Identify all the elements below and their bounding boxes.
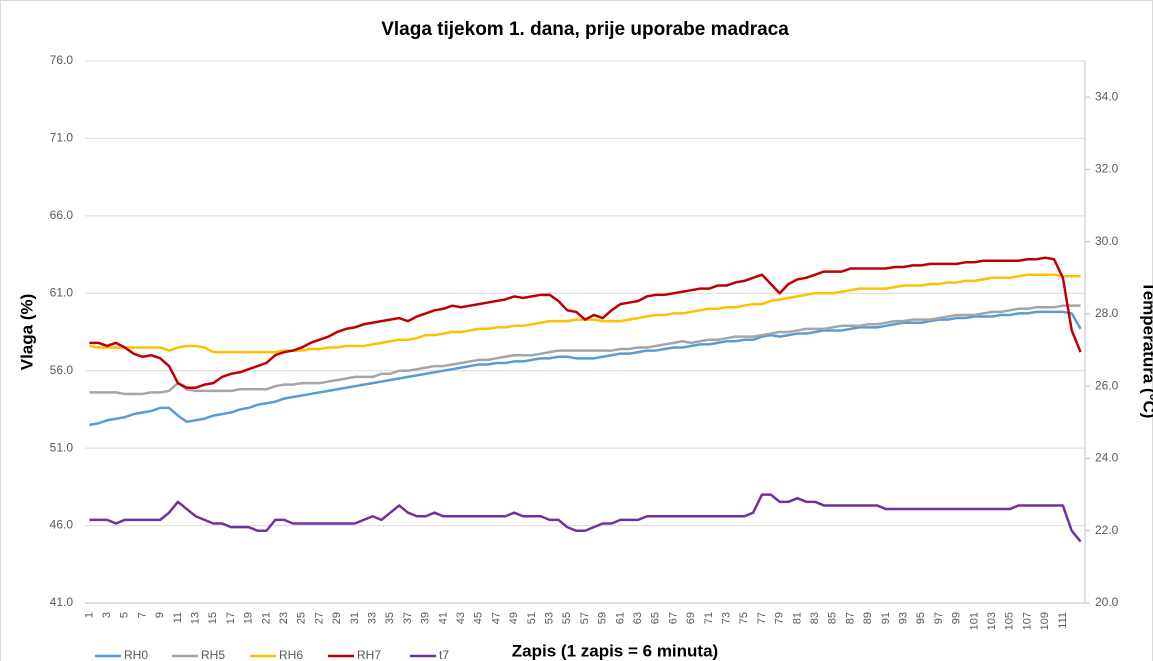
- x-tick-label: 5: [119, 612, 131, 618]
- x-tick-label: 41: [437, 612, 449, 624]
- y2-tick-label: 20.0: [1095, 595, 1119, 609]
- x-tick-label: 89: [862, 612, 874, 624]
- x-tick-label: 55: [561, 612, 573, 624]
- y2-tick-label: 30.0: [1095, 234, 1119, 248]
- y-tick-label: 66.0: [50, 208, 74, 222]
- legend-label: RH7: [357, 648, 381, 661]
- x-tick-label: 1: [83, 612, 95, 618]
- y-tick-label: 71.0: [50, 131, 74, 145]
- x-tick-label: 29: [331, 612, 343, 624]
- x-tick-label: 53: [544, 612, 556, 624]
- x-tick-label: 83: [809, 612, 821, 624]
- x-tick-label: 109: [1039, 612, 1051, 630]
- x-tick-label: 99: [951, 612, 963, 624]
- x-tick-label: 11: [172, 612, 184, 623]
- x-tick-label: 107: [1021, 612, 1033, 630]
- x-tick-label: 111: [1057, 612, 1069, 629]
- x-tick-label: 59: [597, 612, 609, 624]
- y2-tick-label: 24.0: [1095, 451, 1119, 465]
- y-tick-label: 41.0: [50, 595, 74, 609]
- x-tick-label: 95: [915, 612, 927, 624]
- x-tick-label: 33: [367, 612, 379, 624]
- y2-tick-label: 28.0: [1095, 306, 1119, 320]
- x-tick-label: 57: [579, 612, 591, 624]
- x-tick-label: 79: [774, 612, 786, 624]
- chart-title: Vlaga tijekom 1. dana, prije uporabe mad…: [381, 19, 789, 40]
- legend-label: RH5: [201, 648, 225, 661]
- x-tick-label: 85: [827, 612, 839, 624]
- x-tick-label: 31: [349, 612, 361, 624]
- x-axis-label: Zapis (1 zapis = 6 minuta): [512, 641, 718, 660]
- x-tick-label: 3: [101, 612, 113, 618]
- series-line: [89, 493, 1082, 543]
- x-tick-label: 35: [384, 612, 396, 624]
- y-tick-label: 46.0: [50, 518, 74, 532]
- x-tick-label: 25: [296, 612, 308, 624]
- x-tick-label: 93: [897, 612, 909, 624]
- x-tick-label: 21: [260, 612, 272, 624]
- x-tick-label: 69: [685, 612, 697, 624]
- x-tick-label: 105: [1004, 612, 1016, 630]
- x-tick-label: 15: [207, 612, 219, 624]
- y2-tick-label: 32.0: [1095, 162, 1119, 176]
- x-tick-label: 19: [243, 612, 255, 624]
- x-tick-label: 77: [756, 612, 768, 624]
- x-tick-label: 9: [154, 612, 166, 618]
- legend-label: RH6: [279, 648, 303, 661]
- x-tick-label: 71: [703, 612, 715, 624]
- x-tick-label: 7: [136, 612, 148, 618]
- x-tick-label: 67: [667, 612, 679, 624]
- x-tick-label: 97: [933, 612, 945, 624]
- legend-label: RH0: [124, 648, 148, 661]
- x-tick-label: 17: [225, 612, 237, 624]
- x-tick-label: 101: [968, 612, 980, 630]
- x-tick-label: 61: [614, 612, 626, 624]
- y-tick-label: 76.0: [50, 53, 74, 67]
- x-tick-label: 37: [402, 612, 414, 624]
- x-tick-label: 75: [738, 612, 750, 624]
- x-tick-label: 65: [650, 612, 662, 624]
- x-tick-label: 73: [720, 612, 732, 624]
- x-tick-label: 63: [632, 612, 644, 624]
- y-tick-label: 51.0: [50, 440, 74, 454]
- x-tick-label: 47: [490, 612, 502, 624]
- x-tick-label: 39: [420, 612, 432, 624]
- x-tick-label: 23: [278, 612, 290, 624]
- x-tick-label: 87: [844, 612, 856, 624]
- y2-tick-label: 26.0: [1095, 378, 1119, 392]
- x-tick-label: 91: [880, 612, 892, 624]
- x-tick-label: 49: [508, 612, 520, 624]
- x-tick-label: 27: [313, 612, 325, 624]
- series-line: [89, 310, 1082, 427]
- y-tick-label: 61.0: [50, 285, 74, 299]
- x-tick-label: 43: [455, 612, 467, 624]
- y2-tick-label: 22.0: [1095, 523, 1119, 537]
- x-tick-label: 81: [791, 612, 803, 624]
- y-tick-label: 56.0: [50, 363, 74, 377]
- x-tick-label: 45: [473, 612, 485, 624]
- x-tick-label: 103: [986, 612, 998, 630]
- series-line: [89, 256, 1082, 389]
- y2-tick-label: 34.0: [1095, 89, 1119, 103]
- series-line: [89, 304, 1081, 396]
- x-tick-label: 13: [190, 612, 202, 624]
- x-tick-label: 51: [526, 612, 538, 624]
- y2-axis-label: Temperatura (°C): [1140, 282, 1153, 419]
- y-axis-label: Vlaga (%): [17, 294, 36, 371]
- legend-label: t7: [439, 648, 449, 661]
